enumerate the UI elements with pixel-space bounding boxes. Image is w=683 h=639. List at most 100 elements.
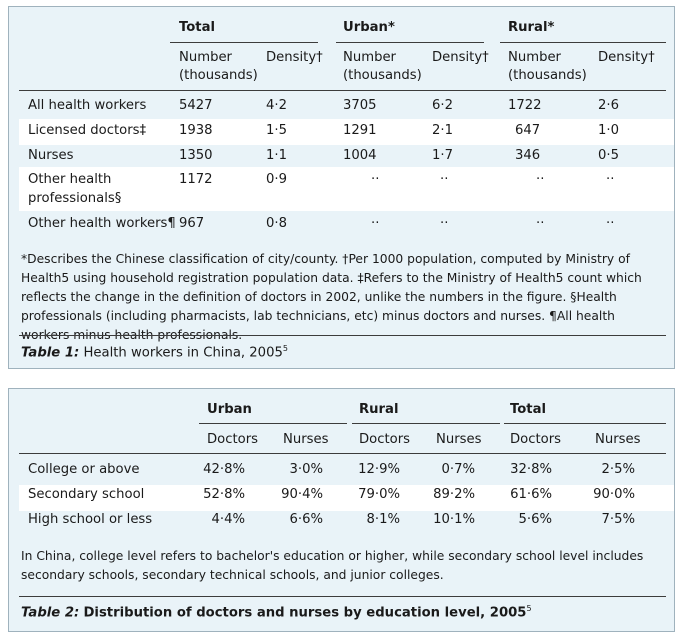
cell: 0·5 xyxy=(598,148,619,163)
cell: 0·7% xyxy=(441,462,475,477)
caption-ref: 5 xyxy=(526,604,532,613)
subheader-number-unit: (thousands) xyxy=(179,68,258,83)
cell: 42·8% xyxy=(203,462,245,477)
subheader-density: Density† xyxy=(432,50,489,65)
subheader-nurses: Nurses xyxy=(283,432,329,447)
caption-label: Table 2: xyxy=(21,605,80,621)
cell: 4·2 xyxy=(266,98,287,113)
header-rule xyxy=(19,90,666,91)
row-label: Nurses xyxy=(28,148,74,163)
subheader-density: Density† xyxy=(598,50,655,65)
caption-rule xyxy=(19,596,666,597)
cell: ·· xyxy=(536,172,545,187)
group-header-urban: Urban* xyxy=(343,20,395,35)
cell: 3·0% xyxy=(289,462,323,477)
group-header-total: Total xyxy=(179,20,216,35)
cell: 2·5% xyxy=(601,462,635,477)
cell: ·· xyxy=(440,172,449,187)
row-label: Secondary school xyxy=(28,487,145,502)
subheader-doctors: Doctors xyxy=(207,432,259,447)
cell: 10·1% xyxy=(433,512,475,527)
group-rule-rural xyxy=(500,42,666,43)
cell: 4·4% xyxy=(211,512,245,527)
cell: ·· xyxy=(371,172,380,187)
cell: 5·6% xyxy=(518,512,552,527)
subheader-doctors: Doctors xyxy=(510,432,562,447)
cell: 61·6% xyxy=(510,487,552,502)
footnote: In China, college level refers to bachel… xyxy=(21,549,644,582)
cell: 6·2 xyxy=(432,98,453,113)
cell: 1·0 xyxy=(598,123,619,138)
cell: 0·9 xyxy=(266,172,287,187)
header-rule xyxy=(19,453,666,454)
cell: ·· xyxy=(371,216,380,231)
cell: 12·9% xyxy=(358,462,400,477)
cell: 3705 xyxy=(343,98,377,113)
cell: 1004 xyxy=(343,148,377,163)
cell: 5427 xyxy=(179,98,213,113)
row-band xyxy=(19,485,674,511)
cell: 1172 xyxy=(179,172,213,187)
subheader-number: Number xyxy=(179,50,232,65)
cell: 2·1 xyxy=(432,123,453,138)
caption-label: Table 1: xyxy=(21,345,80,361)
caption-rule xyxy=(19,335,666,336)
cell: 1291 xyxy=(343,123,377,138)
caption-text: Health workers in China, 2005 xyxy=(83,345,283,361)
group-header-urban: Urban xyxy=(207,402,252,417)
table-1-panel: Total Urban* Rural* Number (thousands) D… xyxy=(8,6,675,369)
row-band xyxy=(19,167,674,211)
subheader-nurses: Nurses xyxy=(595,432,641,447)
row-band xyxy=(19,119,674,145)
cell: 1·5 xyxy=(266,123,287,138)
row-label-cont: professionals§ xyxy=(28,191,122,206)
cell: 52·8% xyxy=(203,487,245,502)
group-rule-urban xyxy=(199,423,347,424)
subheader-number: Number xyxy=(343,50,396,65)
cell: 32·8% xyxy=(510,462,552,477)
cell: 1·7 xyxy=(432,148,453,163)
group-header-rural: Rural* xyxy=(508,20,555,35)
cell: 90·0% xyxy=(593,487,635,502)
group-header-rural: Rural xyxy=(359,402,399,417)
subheader-number-unit: (thousands) xyxy=(343,68,422,83)
group-rule-urban xyxy=(336,42,484,43)
cell: 1·1 xyxy=(266,148,287,163)
cell: 346 xyxy=(515,148,541,163)
subheader-density: Density† xyxy=(266,50,323,65)
row-label: College or above xyxy=(28,462,140,477)
table-caption: Table 1: Health workers in China, 20055 xyxy=(21,344,288,360)
cell: ·· xyxy=(606,216,615,231)
cell: ·· xyxy=(606,172,615,187)
cell: 90·4% xyxy=(281,487,323,502)
group-header-total: Total xyxy=(510,402,547,417)
cell: 967 xyxy=(179,216,205,231)
table-caption: Table 2: Distribution of doctors and nur… xyxy=(21,604,532,620)
cell: 1722 xyxy=(508,98,542,113)
cell: 1350 xyxy=(179,148,213,163)
caption-text: Distribution of doctors and nurses by ed… xyxy=(83,605,527,621)
cell: 1938 xyxy=(179,123,213,138)
row-label: All health workers xyxy=(28,98,147,113)
footnote: *Describes the Chinese classification of… xyxy=(21,252,642,342)
subheader-number: Number xyxy=(508,50,561,65)
group-rule-rural xyxy=(352,423,500,424)
subheader-number-unit: (thousands) xyxy=(508,68,587,83)
cell: 2·6 xyxy=(598,98,619,113)
cell: 79·0% xyxy=(358,487,400,502)
cell: ·· xyxy=(440,216,449,231)
row-label: Other health xyxy=(28,172,112,187)
group-rule-total xyxy=(504,423,666,424)
table-2-panel: Urban Rural Total Doctors Nurses Doctors… xyxy=(8,388,675,632)
cell: 7·5% xyxy=(601,512,635,527)
row-label: High school or less xyxy=(28,512,153,527)
caption-ref: 5 xyxy=(282,344,288,353)
cell: 8·1% xyxy=(366,512,400,527)
group-rule-total xyxy=(170,42,318,43)
cell: 0·8 xyxy=(266,216,287,231)
subheader-nurses: Nurses xyxy=(436,432,482,447)
subheader-doctors: Doctors xyxy=(359,432,411,447)
row-label: Other health workers¶ xyxy=(28,216,176,231)
cell: ·· xyxy=(536,216,545,231)
row-label: Licensed doctors‡ xyxy=(28,123,147,138)
